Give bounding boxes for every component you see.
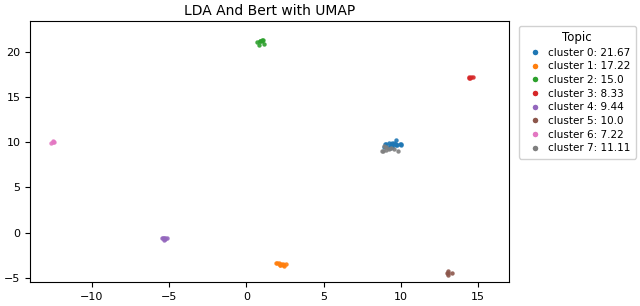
- Point: [159, 235, 170, 240]
- Point: [387, 141, 397, 146]
- Point: [442, 271, 452, 275]
- Point: [46, 141, 56, 146]
- Point: [389, 146, 399, 151]
- Point: [272, 260, 282, 265]
- Point: [160, 237, 170, 241]
- Point: [447, 271, 458, 276]
- Point: [383, 144, 394, 149]
- Point: [443, 273, 453, 278]
- Point: [380, 141, 390, 146]
- Point: [385, 146, 396, 151]
- Point: [257, 38, 268, 43]
- Point: [278, 261, 288, 266]
- Point: [384, 147, 394, 152]
- Point: [159, 236, 169, 241]
- Point: [390, 138, 401, 143]
- Point: [271, 260, 281, 265]
- Point: [443, 268, 453, 273]
- Legend: cluster 0: 21.67, cluster 1: 17.22, cluster 2: 15.0, cluster 3: 8.33, cluster 4:: cluster 0: 21.67, cluster 1: 17.22, clus…: [519, 26, 636, 159]
- Point: [380, 143, 390, 148]
- Point: [389, 140, 399, 145]
- Point: [395, 142, 405, 147]
- Point: [464, 75, 474, 80]
- Point: [259, 41, 269, 46]
- Point: [390, 142, 401, 147]
- Point: [386, 144, 396, 149]
- Point: [392, 148, 403, 153]
- Point: [396, 143, 406, 148]
- Point: [378, 148, 388, 153]
- Title: LDA And Bert with UMAP: LDA And Bert with UMAP: [184, 4, 355, 18]
- Point: [158, 236, 168, 241]
- Point: [390, 141, 400, 146]
- Point: [49, 139, 59, 144]
- Point: [396, 142, 406, 147]
- Point: [161, 236, 172, 241]
- Point: [386, 143, 396, 148]
- Point: [259, 37, 269, 42]
- Point: [381, 148, 391, 153]
- Point: [257, 39, 267, 44]
- Point: [468, 75, 478, 80]
- Point: [156, 236, 166, 241]
- Point: [255, 39, 265, 44]
- Point: [48, 139, 58, 144]
- Point: [278, 262, 288, 267]
- Point: [392, 142, 402, 147]
- Point: [159, 237, 169, 242]
- Point: [252, 39, 262, 44]
- Point: [386, 145, 396, 150]
- Point: [280, 262, 291, 267]
- Point: [379, 144, 389, 149]
- Point: [387, 145, 397, 150]
- Point: [48, 139, 58, 144]
- Point: [275, 260, 285, 265]
- Point: [377, 149, 387, 154]
- Point: [387, 142, 397, 147]
- Point: [253, 42, 264, 47]
- Point: [442, 271, 452, 276]
- Point: [465, 76, 475, 80]
- Point: [391, 143, 401, 148]
- Point: [466, 74, 476, 79]
- Point: [381, 145, 392, 150]
- Point: [386, 142, 396, 147]
- Point: [275, 263, 285, 268]
- Point: [275, 262, 285, 267]
- Point: [383, 140, 394, 145]
- Point: [279, 263, 289, 268]
- Point: [381, 141, 392, 146]
- Point: [255, 39, 265, 44]
- Point: [275, 263, 285, 267]
- Point: [387, 144, 397, 149]
- Point: [464, 76, 474, 80]
